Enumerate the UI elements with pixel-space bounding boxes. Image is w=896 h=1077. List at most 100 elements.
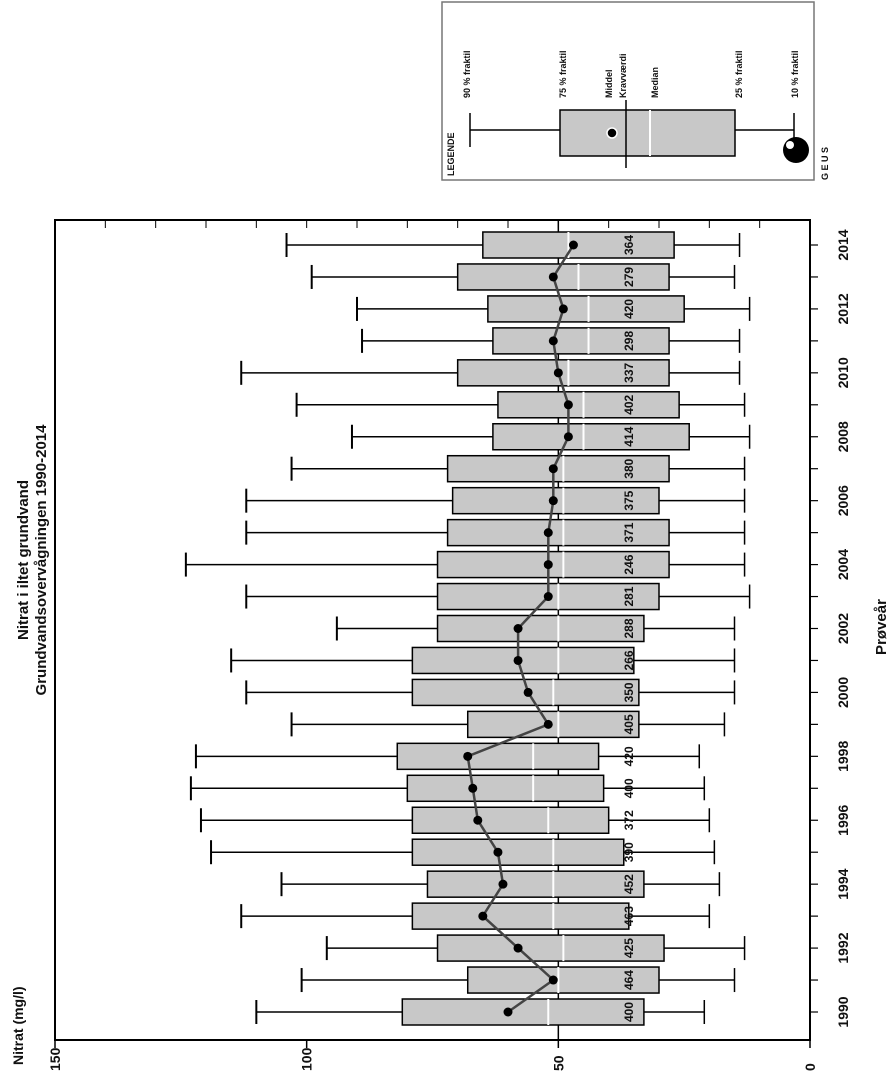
mean-point <box>548 336 558 346</box>
sample-count-label: 380 <box>622 458 636 478</box>
mean-point <box>513 655 523 665</box>
box-2004 <box>184 550 746 579</box>
sample-count-label: 400 <box>622 778 636 798</box>
mean-point <box>548 496 558 506</box>
mean-point <box>548 975 558 985</box>
box-iqr <box>492 327 670 355</box>
sample-count-label: 288 <box>622 618 636 638</box>
box-1994 <box>280 870 721 898</box>
box-iqr <box>497 391 680 419</box>
chart-title: Nitrat i iltet grundvand <box>15 480 32 640</box>
box-2013 <box>310 263 736 291</box>
box-iqr <box>456 359 670 387</box>
legend-title: LEGENDE <box>446 132 456 176</box>
box-iqr <box>436 934 665 962</box>
box-1993 <box>240 902 711 930</box>
x-tick-label: 2002 <box>835 613 851 644</box>
box-iqr <box>482 231 675 259</box>
sample-count-label: 425 <box>622 938 636 958</box>
mean-point <box>543 592 553 602</box>
mean-point <box>568 240 578 250</box>
x-tick-label: 1992 <box>835 932 851 963</box>
legend-box <box>559 109 736 157</box>
box-2010 <box>240 359 741 387</box>
box-1997 <box>189 774 706 803</box>
legend: LEGENDE 90 % fraktil 75 % fraktil Middel… <box>441 1 815 181</box>
x-tick-label: 2000 <box>835 677 851 708</box>
sample-count-label: 246 <box>622 554 636 574</box>
box-iqr <box>426 870 645 898</box>
box-2011 <box>361 327 741 355</box>
box-iqr <box>487 295 685 323</box>
x-tick-label: 2010 <box>835 357 851 388</box>
box-iqr <box>466 710 640 739</box>
sample-count-label: 402 <box>622 394 636 414</box>
mean-point <box>563 432 573 442</box>
box-1996 <box>199 806 711 834</box>
x-tick-label: 1998 <box>835 741 851 772</box>
y-tick-label: 150 <box>47 1047 63 1071</box>
mean-points <box>463 240 578 1017</box>
x-tick-label: 1994 <box>835 868 851 899</box>
sample-count-label: 372 <box>622 810 636 830</box>
box-1991 <box>300 966 736 994</box>
x-tick-label: 2004 <box>835 549 851 580</box>
sample-count-label: 337 <box>622 363 636 383</box>
geus-logo-text: G E U S <box>820 147 830 180</box>
mean-point <box>513 943 523 953</box>
sample-count-label: 364 <box>622 235 636 255</box>
mean-point <box>493 847 503 857</box>
mean-point <box>543 560 553 570</box>
sample-count-label: 266 <box>622 650 636 670</box>
sample-count-label: 452 <box>622 874 636 894</box>
sample-count-label: 350 <box>622 682 636 702</box>
mean-point <box>473 815 483 825</box>
geus-logo-mark <box>783 137 809 163</box>
mean-point <box>563 400 573 410</box>
box-iqr <box>411 838 625 866</box>
legend-label-median: Median <box>650 67 660 98</box>
box-2008 <box>350 423 751 451</box>
box-iqr <box>396 742 600 771</box>
sample-count-label: 371 <box>622 522 636 542</box>
y-tick-label: 0 <box>802 1063 818 1071</box>
sample-count-label: 420 <box>622 746 636 766</box>
sample-count-label: 375 <box>622 490 636 510</box>
mean-point <box>478 911 488 921</box>
box-1992 <box>325 934 746 962</box>
mean-point <box>543 528 553 538</box>
chart-subtitle: Grundvandsovervågningen 1990-2014 <box>33 424 50 696</box>
box-iqr <box>411 806 610 834</box>
box-iqr <box>492 423 690 451</box>
box-2014 <box>285 231 741 259</box>
legend-label-p75: 75 % fraktil <box>558 50 568 98</box>
legend-label-mean: Middel <box>604 70 614 99</box>
sample-count-label: 405 <box>622 714 636 734</box>
sample-count-label: 414 <box>622 426 636 446</box>
x-tick-label: 2006 <box>835 485 851 516</box>
mean-point <box>543 719 553 729</box>
sample-count-label: 400 <box>622 1002 636 1022</box>
y-axis: 0 50 100 150 <box>47 220 818 1071</box>
box-2009 <box>295 391 746 419</box>
mean-point <box>498 879 508 889</box>
box-2005 <box>245 518 746 547</box>
geus-logo-dot <box>786 141 794 149</box>
box-iqr <box>436 550 670 579</box>
mean-point <box>513 624 523 633</box>
box-2012 <box>356 295 751 323</box>
box-1990 <box>255 998 706 1026</box>
mean-point <box>558 304 568 314</box>
sample-count-label: 279 <box>622 267 636 287</box>
box-iqr <box>401 998 645 1026</box>
sample-count-label: 390 <box>622 842 636 862</box>
x-tick-label: 1990 <box>835 996 851 1027</box>
mean-point <box>463 751 473 761</box>
legend-label-ref: Kravværdi <box>618 53 628 98</box>
mean-point <box>468 783 478 793</box>
sample-count-label: 420 <box>622 299 636 319</box>
sample-count-label: 281 <box>622 586 636 606</box>
sample-count-labels: 400 464 425 463 452 390 372 400 420 405 350 266 288 2… <box>622 235 636 1022</box>
box-iqr <box>446 518 670 547</box>
